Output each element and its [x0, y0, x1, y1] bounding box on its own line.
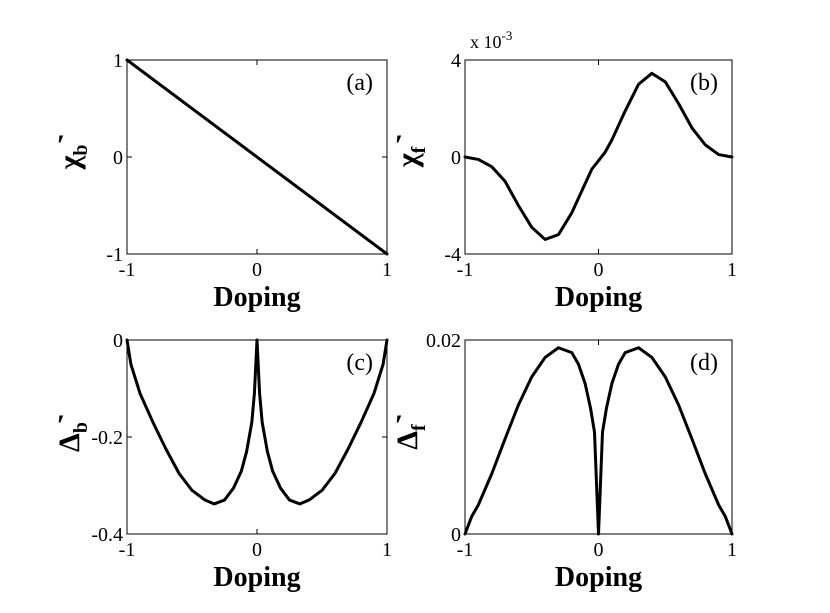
y-axis-subscript: b: [70, 145, 92, 156]
x-tick-label: 1: [727, 539, 737, 561]
y-axis-label: Δf: [391, 424, 430, 450]
x-tick-label: 1: [382, 539, 392, 561]
x-tick-label: -1: [119, 259, 136, 281]
series-line: [463, 346, 734, 536]
y-axis-prime: ′: [395, 129, 403, 162]
x-tick-label: 1: [382, 259, 392, 281]
x-tick-label: 1: [727, 259, 737, 281]
x-axis-label: Doping: [213, 562, 300, 593]
y-tick-label: -4: [444, 244, 461, 266]
y-axis-label: χf: [391, 146, 430, 168]
y-tick-label: 0.02: [426, 330, 461, 352]
panel-label: (a): [346, 70, 373, 96]
y-axis-symbol: χ: [391, 152, 424, 168]
x-axis-label: Doping: [555, 282, 642, 313]
series-line: [463, 71, 734, 241]
y-tick-label: 4: [451, 50, 461, 72]
x-tick-label: 0: [252, 259, 262, 281]
y-tick-label: -0.2: [91, 427, 123, 449]
y-tick-label: 0: [451, 147, 461, 169]
y-axis-label: Δb: [53, 422, 92, 452]
y-axis-subscript: b: [70, 422, 92, 433]
y-axis-symbol: χ: [53, 154, 86, 170]
y-axis-prime: ′: [395, 409, 403, 442]
series-line: [125, 58, 389, 256]
x-tick-label: -1: [119, 539, 136, 561]
y-axis-symbol: Δ: [391, 431, 424, 450]
y-tick-label: 1: [113, 50, 123, 72]
x-axis-label: Doping: [213, 282, 300, 313]
panel-label: (b): [690, 70, 718, 96]
y-tick-label: -0.4: [91, 524, 123, 546]
y-axis-prime: ′: [57, 409, 65, 442]
x-tick-label: 0: [252, 539, 262, 561]
y-axis-subscript: f: [408, 146, 430, 153]
x-tick-label: -1: [457, 539, 474, 561]
y-axis-label: χb: [53, 145, 92, 171]
y-tick-label: 0: [113, 330, 123, 352]
series-line: [125, 338, 389, 506]
x-tick-label: 0: [594, 259, 604, 281]
exponent-power: -3: [502, 28, 513, 43]
y-tick-label: 0: [451, 524, 461, 546]
y-axis-subscript: f: [408, 424, 430, 431]
x-axis-label: Doping: [555, 562, 642, 593]
panel-label: (c): [346, 350, 373, 376]
y-tick-label: -1: [106, 244, 123, 266]
x-tick-label: -1: [457, 259, 474, 281]
y-tick-label: 0: [113, 147, 123, 169]
y-axis-prime: ′: [57, 129, 65, 162]
panel-label: (d): [690, 350, 718, 376]
y-axis-symbol: Δ: [53, 433, 86, 452]
x-tick-label: 0: [594, 539, 604, 561]
